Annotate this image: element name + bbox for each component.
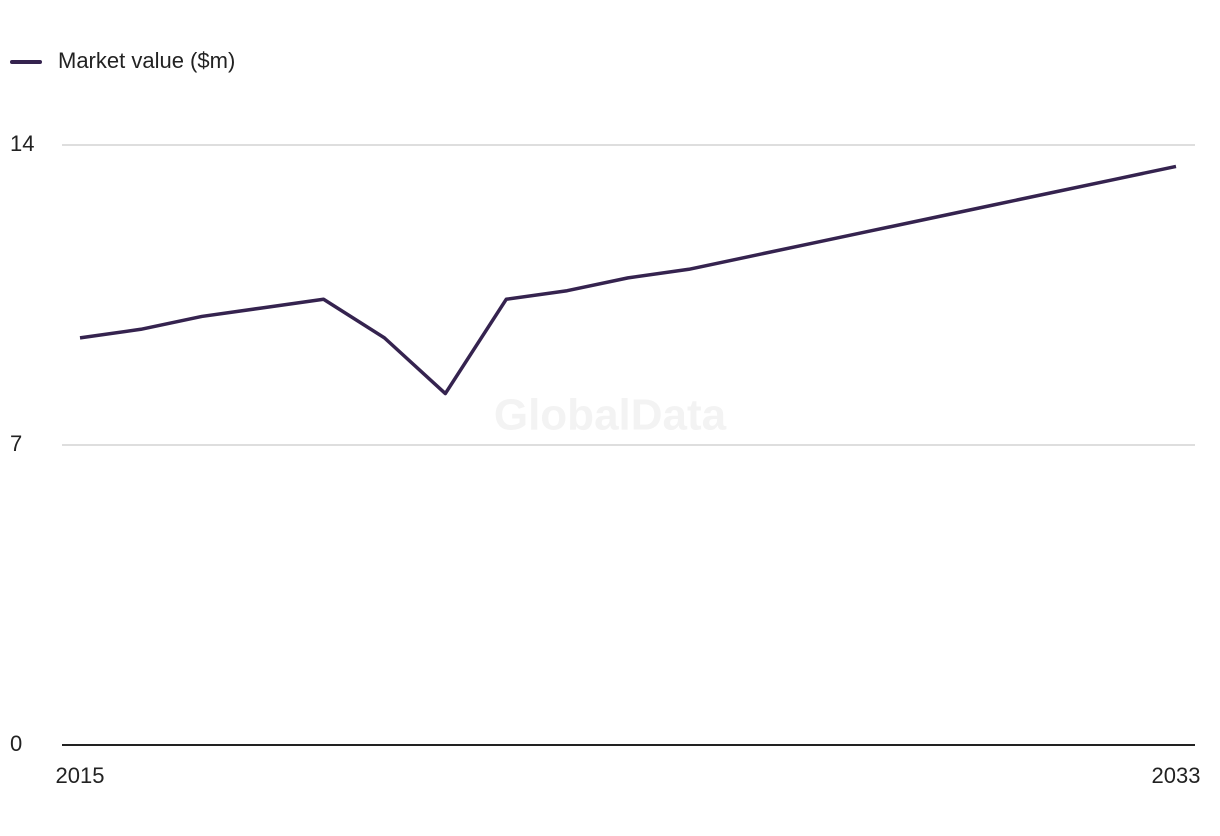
legend-label: Market value ($m): [58, 48, 235, 73]
line: [79, 164, 1177, 396]
x-tick-label: 2015: [56, 763, 105, 788]
y-tick-label: 7: [10, 431, 22, 456]
x-tick-label: 2033: [1152, 763, 1201, 788]
y-tick-label: 14: [10, 131, 34, 156]
watermark: GlobalData: [494, 391, 727, 440]
y-tick-label: 0: [10, 731, 22, 756]
